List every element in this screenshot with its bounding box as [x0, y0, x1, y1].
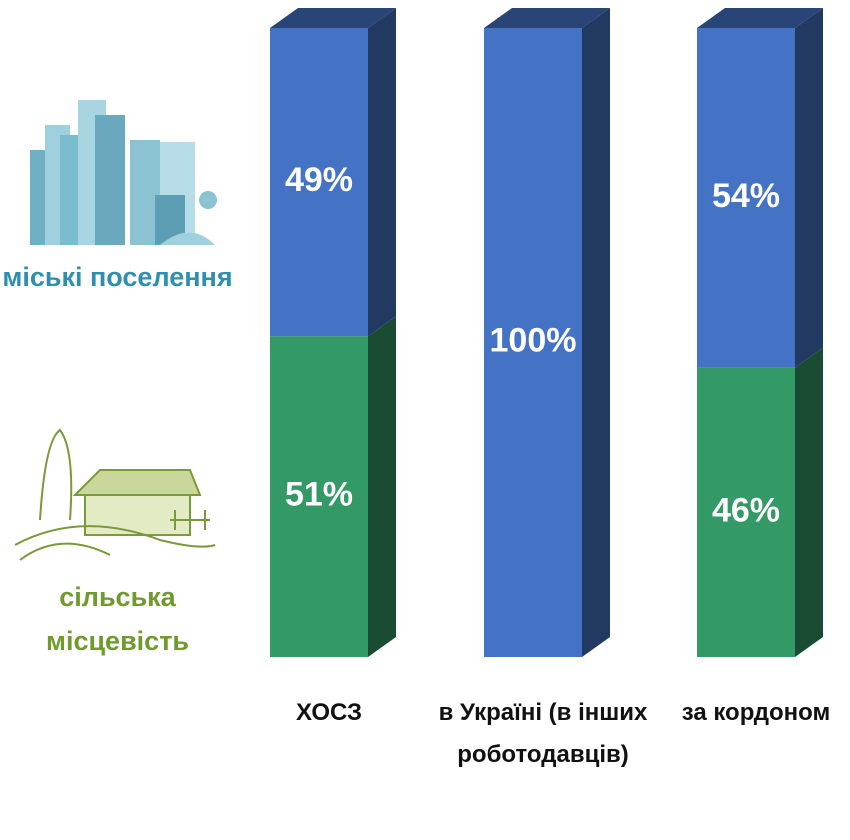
bar-segment	[697, 367, 795, 657]
bar-side	[795, 347, 823, 657]
bar-segment	[484, 28, 582, 657]
bar-segment	[270, 336, 368, 657]
bar-segment	[697, 28, 795, 368]
village-icon	[14, 428, 216, 561]
bar-top	[270, 8, 396, 28]
bar-side	[368, 8, 396, 337]
bar-segment	[270, 28, 368, 337]
value-label: 46%	[712, 491, 780, 529]
city-icon	[30, 100, 217, 245]
value-label: 100%	[490, 321, 577, 359]
x-tick-label: в Україні (в інших роботодавців)	[438, 699, 648, 768]
bar-top	[484, 8, 610, 28]
bar-side	[582, 8, 610, 657]
bar-top	[697, 8, 823, 28]
value-label: 51%	[285, 476, 353, 514]
x-tick-label: за кордоном	[681, 699, 831, 726]
x-tick-label: ХОСЗ	[295, 699, 363, 726]
legend-label: сільська місцевість	[45, 582, 190, 656]
value-label: 54%	[712, 177, 780, 215]
bar-side	[795, 8, 823, 368]
bar-side	[368, 316, 396, 657]
value-label: 49%	[285, 161, 353, 199]
legend-label: міські поселення	[2, 262, 233, 292]
